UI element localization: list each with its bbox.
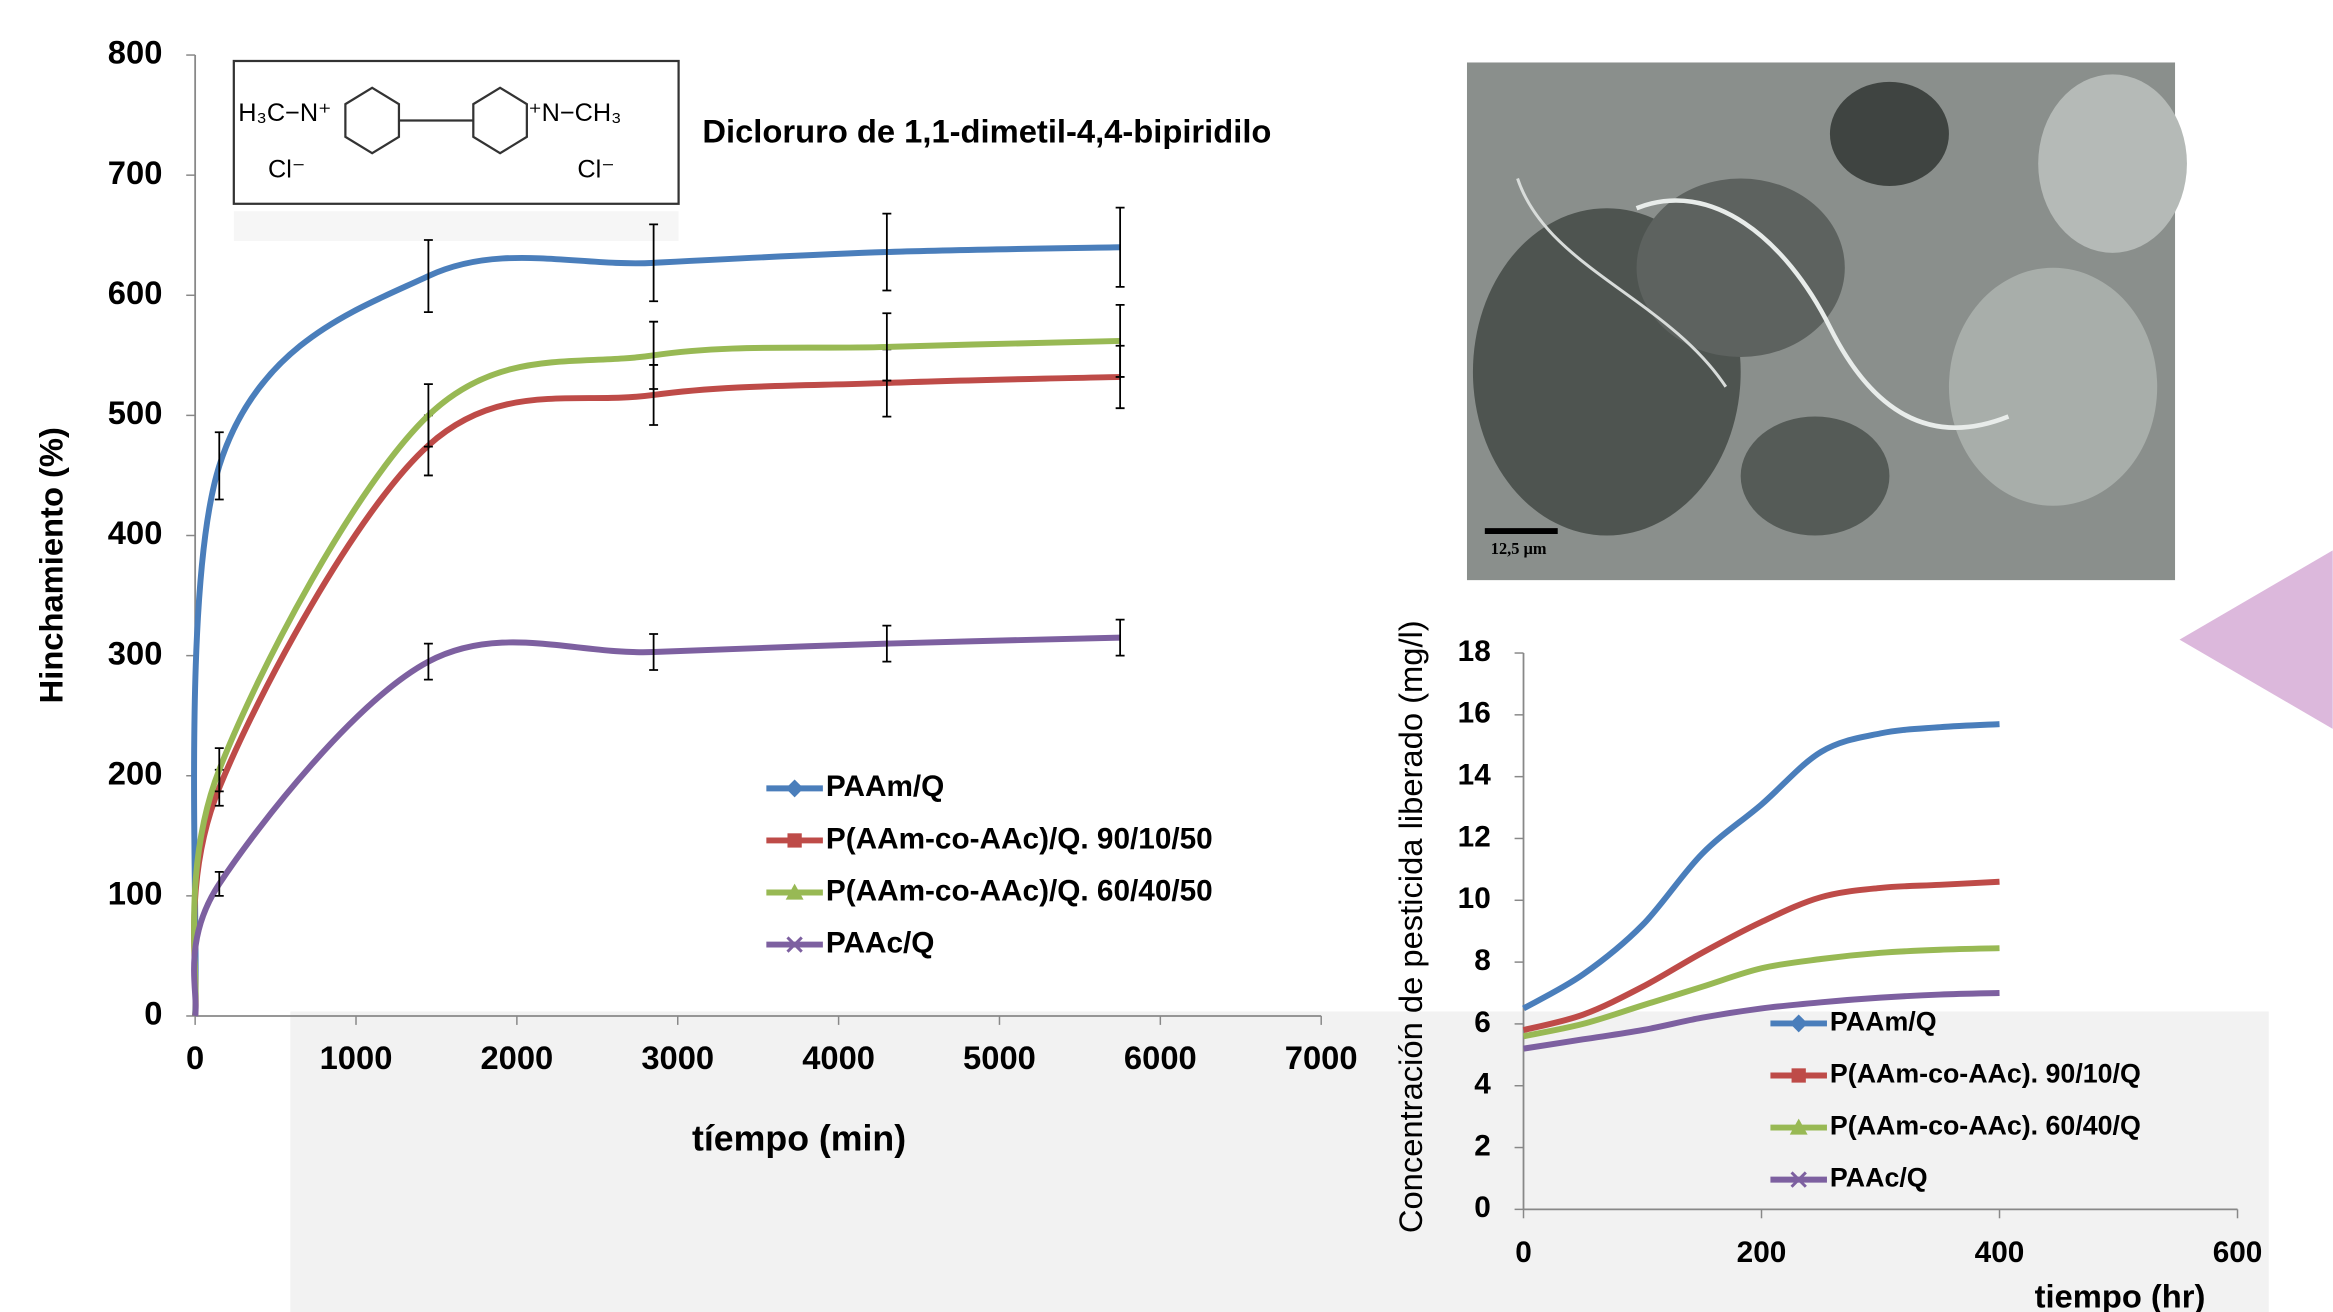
- legend-marker: [786, 779, 804, 797]
- structure-label: Cl⁻: [577, 156, 614, 184]
- x-tick-label: 0: [1515, 1236, 1532, 1269]
- x-tick-label: 3000: [641, 1039, 714, 1076]
- y-axis-label: Concentración de pesticida liberado (mg/…: [1392, 620, 1429, 1233]
- structure-label: Cl⁻: [268, 156, 305, 184]
- y-tick-label: 0: [1474, 1191, 1491, 1224]
- legend-label: PAAc/Q: [1830, 1163, 1928, 1193]
- scale-label: 12,5 µm: [1491, 539, 1547, 558]
- x-tick-label: 7000: [1285, 1039, 1358, 1076]
- x-axis-label: tiempo (hr): [2035, 1277, 2206, 1312]
- legend-label: P(AAm-co-AAc). 90/10/Q: [1830, 1059, 2141, 1089]
- x-tick-label: 400: [1975, 1236, 2025, 1269]
- x-tick-label: 2000: [480, 1039, 553, 1076]
- y-tick-label: 18: [1458, 635, 1491, 668]
- legend-marker: [787, 833, 801, 847]
- x-tick-label: 1000: [320, 1039, 393, 1076]
- structure-label: H₃C−N⁺: [238, 99, 331, 127]
- y-axis-label: Hinchamiento (%): [32, 427, 69, 703]
- error-bar: [215, 432, 224, 499]
- y-tick-label: 100: [108, 875, 163, 912]
- y-tick-label: 0: [144, 995, 162, 1032]
- x-tick-label: 4000: [802, 1039, 875, 1076]
- y-tick-label: 200: [108, 754, 163, 791]
- y-tick-label: 4: [1474, 1068, 1491, 1101]
- y-tick-label: 700: [108, 154, 163, 191]
- y-tick-label: 800: [108, 34, 163, 71]
- legend-label: PAAm/Q: [826, 770, 944, 803]
- y-tick-label: 300: [108, 634, 163, 671]
- micrograph: [1467, 62, 2187, 580]
- series-line: [194, 377, 1120, 1016]
- x-tick-label: 6000: [1124, 1039, 1197, 1076]
- x-axis-label: tíempo (min): [692, 1118, 906, 1158]
- y-tick-label: 12: [1458, 820, 1491, 853]
- legend-label: P(AAm-co-AAc). 60/40/Q: [1830, 1111, 2141, 1141]
- legend-label: PAAc/Q: [826, 926, 935, 959]
- y-tick-label: 2: [1474, 1129, 1491, 1162]
- y-tick-label: 10: [1458, 882, 1491, 915]
- x-tick-label: 0: [186, 1039, 204, 1076]
- x-tick-label: 5000: [963, 1039, 1036, 1076]
- y-tick-label: 500: [108, 394, 163, 431]
- structure-label: ⁺N−CH₃: [528, 99, 621, 127]
- chemical-structure: H₃C−N⁺ ⁺N−CH₃ Cl⁻ Cl⁻: [234, 61, 679, 241]
- series-line: [194, 341, 1120, 1016]
- decor-triangle: [2180, 550, 2333, 729]
- background-panel: [290, 1012, 2268, 1312]
- y-tick-label: 14: [1458, 759, 1492, 792]
- y-tick-label: 600: [108, 274, 163, 311]
- y-tick-label: 16: [1458, 697, 1491, 730]
- legend-label: P(AAm-co-AAc)/Q. 60/40/50: [826, 874, 1213, 907]
- legend-marker: [1792, 1068, 1806, 1082]
- y-tick-label: 400: [108, 514, 163, 551]
- y-tick-label: 6: [1474, 1006, 1491, 1039]
- legend-label: P(AAm-co-AAc)/Q. 90/10/50: [826, 822, 1213, 855]
- legend-label: PAAm/Q: [1830, 1006, 1937, 1036]
- y-tick-label: 8: [1474, 944, 1491, 977]
- x-tick-label: 600: [2213, 1236, 2263, 1269]
- figure: H₃C−N⁺ ⁺N−CH₃ Cl⁻ Cl⁻ Dicloruro de 1,1-d…: [0, 0, 2333, 1312]
- structure-name: Dicloruro de 1,1-dimetil-4,4-bipiridilo: [702, 113, 1271, 150]
- x-tick-label: 200: [1737, 1236, 1787, 1269]
- page: {"structure":{"labels":["H₃C−N⁺","⁺N−CH₃…: [0, 0, 2333, 1312]
